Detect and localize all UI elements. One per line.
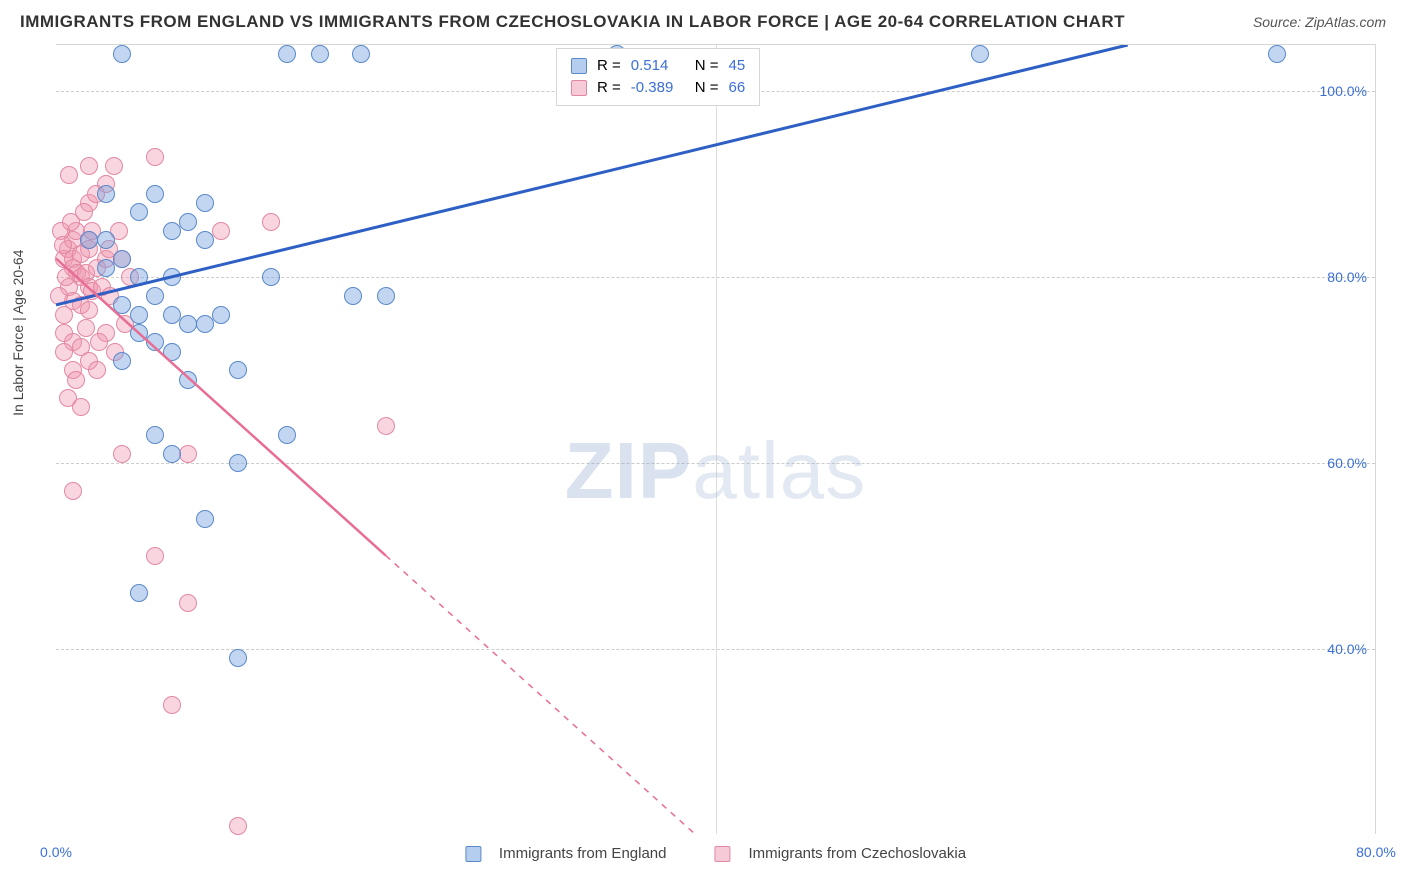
y-tick-label: 80.0% bbox=[1327, 269, 1367, 285]
point-pink bbox=[64, 482, 82, 500]
point-blue bbox=[179, 213, 197, 231]
point-pink bbox=[50, 287, 68, 305]
r-value-pink: -0.389 bbox=[631, 77, 685, 99]
point-pink bbox=[55, 306, 73, 324]
point-blue bbox=[278, 45, 296, 63]
point-blue bbox=[311, 45, 329, 63]
point-pink bbox=[57, 268, 75, 286]
point-blue bbox=[196, 194, 214, 212]
point-blue bbox=[163, 222, 181, 240]
point-blue bbox=[229, 454, 247, 472]
point-blue bbox=[97, 185, 115, 203]
point-blue bbox=[229, 649, 247, 667]
point-blue bbox=[163, 268, 181, 286]
point-pink bbox=[60, 166, 78, 184]
point-pink bbox=[80, 157, 98, 175]
point-blue bbox=[97, 231, 115, 249]
point-blue bbox=[278, 426, 296, 444]
point-blue bbox=[163, 343, 181, 361]
point-blue bbox=[146, 287, 164, 305]
stats-legend: R = 0.514 N = 45 R = -0.389 N = 66 bbox=[556, 48, 760, 106]
point-blue bbox=[229, 361, 247, 379]
y-tick-label: 40.0% bbox=[1327, 641, 1367, 657]
point-pink bbox=[377, 417, 395, 435]
point-pink bbox=[67, 371, 85, 389]
point-pink bbox=[77, 319, 95, 337]
point-pink bbox=[229, 817, 247, 835]
point-blue bbox=[130, 268, 148, 286]
source-label: Source: ZipAtlas.com bbox=[1253, 14, 1386, 30]
point-blue bbox=[113, 296, 131, 314]
point-blue bbox=[146, 185, 164, 203]
point-blue bbox=[130, 584, 148, 602]
x-tick-label: 80.0% bbox=[1356, 844, 1396, 860]
r-value-blue: 0.514 bbox=[631, 55, 685, 77]
point-blue bbox=[1268, 45, 1286, 63]
point-blue bbox=[163, 306, 181, 324]
point-blue bbox=[196, 510, 214, 528]
n-value-pink: 66 bbox=[729, 77, 746, 99]
point-blue bbox=[971, 45, 989, 63]
point-blue bbox=[146, 333, 164, 351]
point-blue bbox=[130, 306, 148, 324]
point-pink bbox=[55, 343, 73, 361]
point-pink bbox=[179, 594, 197, 612]
chart-area: 40.0%60.0%80.0%100.0%0.0%80.0% ZIPatlas … bbox=[56, 44, 1376, 834]
point-pink bbox=[88, 361, 106, 379]
swatch-blue bbox=[465, 846, 481, 862]
swatch-pink bbox=[571, 80, 587, 96]
x-tick-label: 0.0% bbox=[40, 844, 72, 860]
n-label: N = bbox=[695, 77, 719, 99]
point-pink bbox=[179, 445, 197, 463]
y-axis-title: In Labor Force | Age 20-64 bbox=[10, 249, 26, 415]
point-pink bbox=[90, 333, 108, 351]
point-blue bbox=[146, 426, 164, 444]
point-blue bbox=[130, 203, 148, 221]
point-blue bbox=[163, 445, 181, 463]
point-blue bbox=[179, 371, 197, 389]
point-pink bbox=[146, 547, 164, 565]
point-pink bbox=[163, 696, 181, 714]
point-blue bbox=[262, 268, 280, 286]
chart-title: IMMIGRANTS FROM ENGLAND VS IMMIGRANTS FR… bbox=[20, 12, 1125, 32]
point-pink bbox=[262, 213, 280, 231]
point-blue bbox=[212, 306, 230, 324]
r-label: R = bbox=[597, 77, 621, 99]
n-value-blue: 45 bbox=[729, 55, 746, 77]
point-blue bbox=[196, 231, 214, 249]
point-blue bbox=[352, 45, 370, 63]
point-pink bbox=[54, 236, 72, 254]
y-tick-label: 100.0% bbox=[1320, 83, 1367, 99]
point-pink bbox=[113, 445, 131, 463]
y-tick-label: 60.0% bbox=[1327, 455, 1367, 471]
point-pink bbox=[105, 157, 123, 175]
legend-pink-label: Immigrants from Czechoslovakia bbox=[749, 845, 967, 862]
point-blue bbox=[377, 287, 395, 305]
point-blue bbox=[179, 315, 197, 333]
legend-blue-label: Immigrants from England bbox=[499, 845, 667, 862]
point-pink bbox=[80, 301, 98, 319]
point-blue bbox=[113, 250, 131, 268]
point-blue bbox=[344, 287, 362, 305]
swatch-blue bbox=[571, 58, 587, 74]
n-label: N = bbox=[695, 55, 719, 77]
point-pink bbox=[75, 203, 93, 221]
point-blue bbox=[113, 352, 131, 370]
point-pink bbox=[146, 148, 164, 166]
point-blue bbox=[196, 315, 214, 333]
point-blue bbox=[130, 324, 148, 342]
gridline-v bbox=[716, 45, 717, 834]
point-pink bbox=[212, 222, 230, 240]
point-blue bbox=[97, 259, 115, 277]
point-blue bbox=[113, 45, 131, 63]
point-pink bbox=[72, 398, 90, 416]
point-blue bbox=[80, 231, 98, 249]
series-legend: Immigrants from England Immigrants from … bbox=[465, 845, 966, 862]
swatch-pink bbox=[715, 846, 731, 862]
r-label: R = bbox=[597, 55, 621, 77]
